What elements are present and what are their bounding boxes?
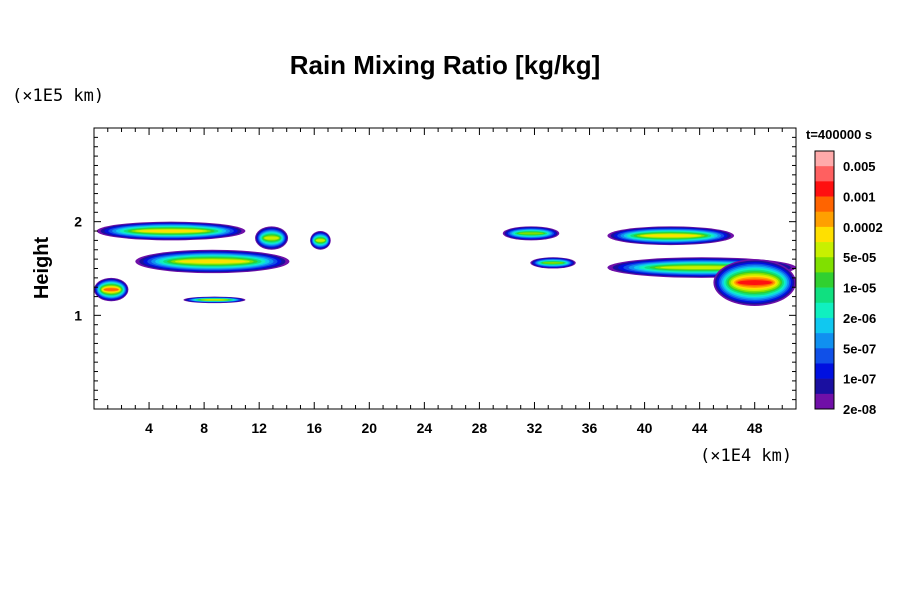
x-tick-label: 40 (637, 420, 653, 436)
colorbar-label: 0.0002 (843, 220, 883, 235)
rain-region (96, 221, 246, 241)
x-multiplier-label: (×1E4 km) (700, 446, 792, 466)
y-multiplier-label: (×1E5 km) (12, 86, 104, 106)
y-axis-label: Height (31, 237, 53, 300)
heatmap-field (94, 221, 796, 306)
colorbar-segment (815, 363, 834, 379)
chart-title: Rain Mixing Ratio [kg/kg] (290, 50, 601, 80)
colorbar-segment (815, 166, 834, 182)
colorbar-label: 1e-05 (843, 281, 876, 296)
colorbar-segment (815, 151, 834, 167)
colorbar-label: 5e-07 (843, 341, 876, 356)
colorbar-label: 2e-06 (843, 311, 876, 326)
rain-contour (264, 236, 279, 240)
colorbar-segment (815, 287, 834, 304)
colorbar-segment (815, 302, 834, 319)
rain-region (255, 226, 289, 250)
rain-contour (179, 259, 246, 263)
rain-region (502, 226, 560, 241)
x-tick-label: 16 (306, 420, 322, 436)
y-tick-label: 1 (74, 307, 82, 323)
rain-region (94, 277, 129, 302)
colorbar-frame (814, 150, 835, 410)
rain-region (135, 249, 290, 274)
colorbar-segment (815, 333, 834, 349)
colorbar: 0.005 0.001 0.0002 5e-05 1e-05 2e-06 5e-07 1e-0… (814, 150, 883, 417)
colorbar-segment (815, 257, 834, 273)
colorbar-segment (815, 211, 834, 228)
colorbar-segment (815, 317, 834, 334)
rain-contour (542, 262, 564, 264)
x-tick-label: 24 (417, 420, 433, 436)
colorbar-segment (815, 378, 834, 395)
x-tick-label: 12 (251, 420, 267, 436)
colorbar-label: 5e-05 (843, 250, 876, 265)
colorbar-label: 1e-07 (843, 372, 876, 387)
rain-contour (737, 280, 772, 285)
rain-region (607, 226, 735, 246)
x-tick-label: 36 (582, 420, 598, 436)
rain-contour (643, 234, 699, 237)
rain-region (530, 257, 576, 269)
time-label: t=400000 s (806, 127, 872, 142)
x-tick-label: 48 (747, 420, 763, 436)
rain-contour (138, 229, 204, 233)
x-tick-label: 20 (362, 420, 378, 436)
y-tick-label: 2 (74, 214, 82, 230)
colorbar-label: 0.005 (843, 159, 876, 174)
x-tick-label: 8 (200, 420, 208, 436)
colorbar-segment (815, 348, 834, 364)
x-tick-label: 32 (527, 420, 543, 436)
colorbar-segment (815, 181, 834, 197)
x-tick-label: 4 (145, 420, 153, 436)
colorbar-label: 2e-08 (843, 402, 876, 417)
colorbar-segment (815, 242, 834, 258)
x-axis: 4 8 12 16 20 24 28 32 36 40 44 48 (107, 128, 783, 436)
rain-contour (315, 239, 325, 242)
colorbar-segment (815, 272, 834, 288)
colorbar-segment (815, 196, 834, 213)
rain-contour (518, 232, 544, 235)
rain-contour (103, 288, 119, 291)
rain-region (183, 296, 246, 304)
colorbar-segment (815, 226, 834, 243)
colorbar-segment (815, 393, 834, 410)
x-tick-label: 28 (472, 420, 488, 436)
colorbar-label: 0.001 (843, 190, 876, 205)
x-tick-label: 44 (692, 420, 708, 436)
rain-region (713, 259, 796, 306)
y-axis: 12 (74, 136, 796, 401)
rain-contour (200, 299, 229, 301)
rain-region (310, 231, 331, 250)
